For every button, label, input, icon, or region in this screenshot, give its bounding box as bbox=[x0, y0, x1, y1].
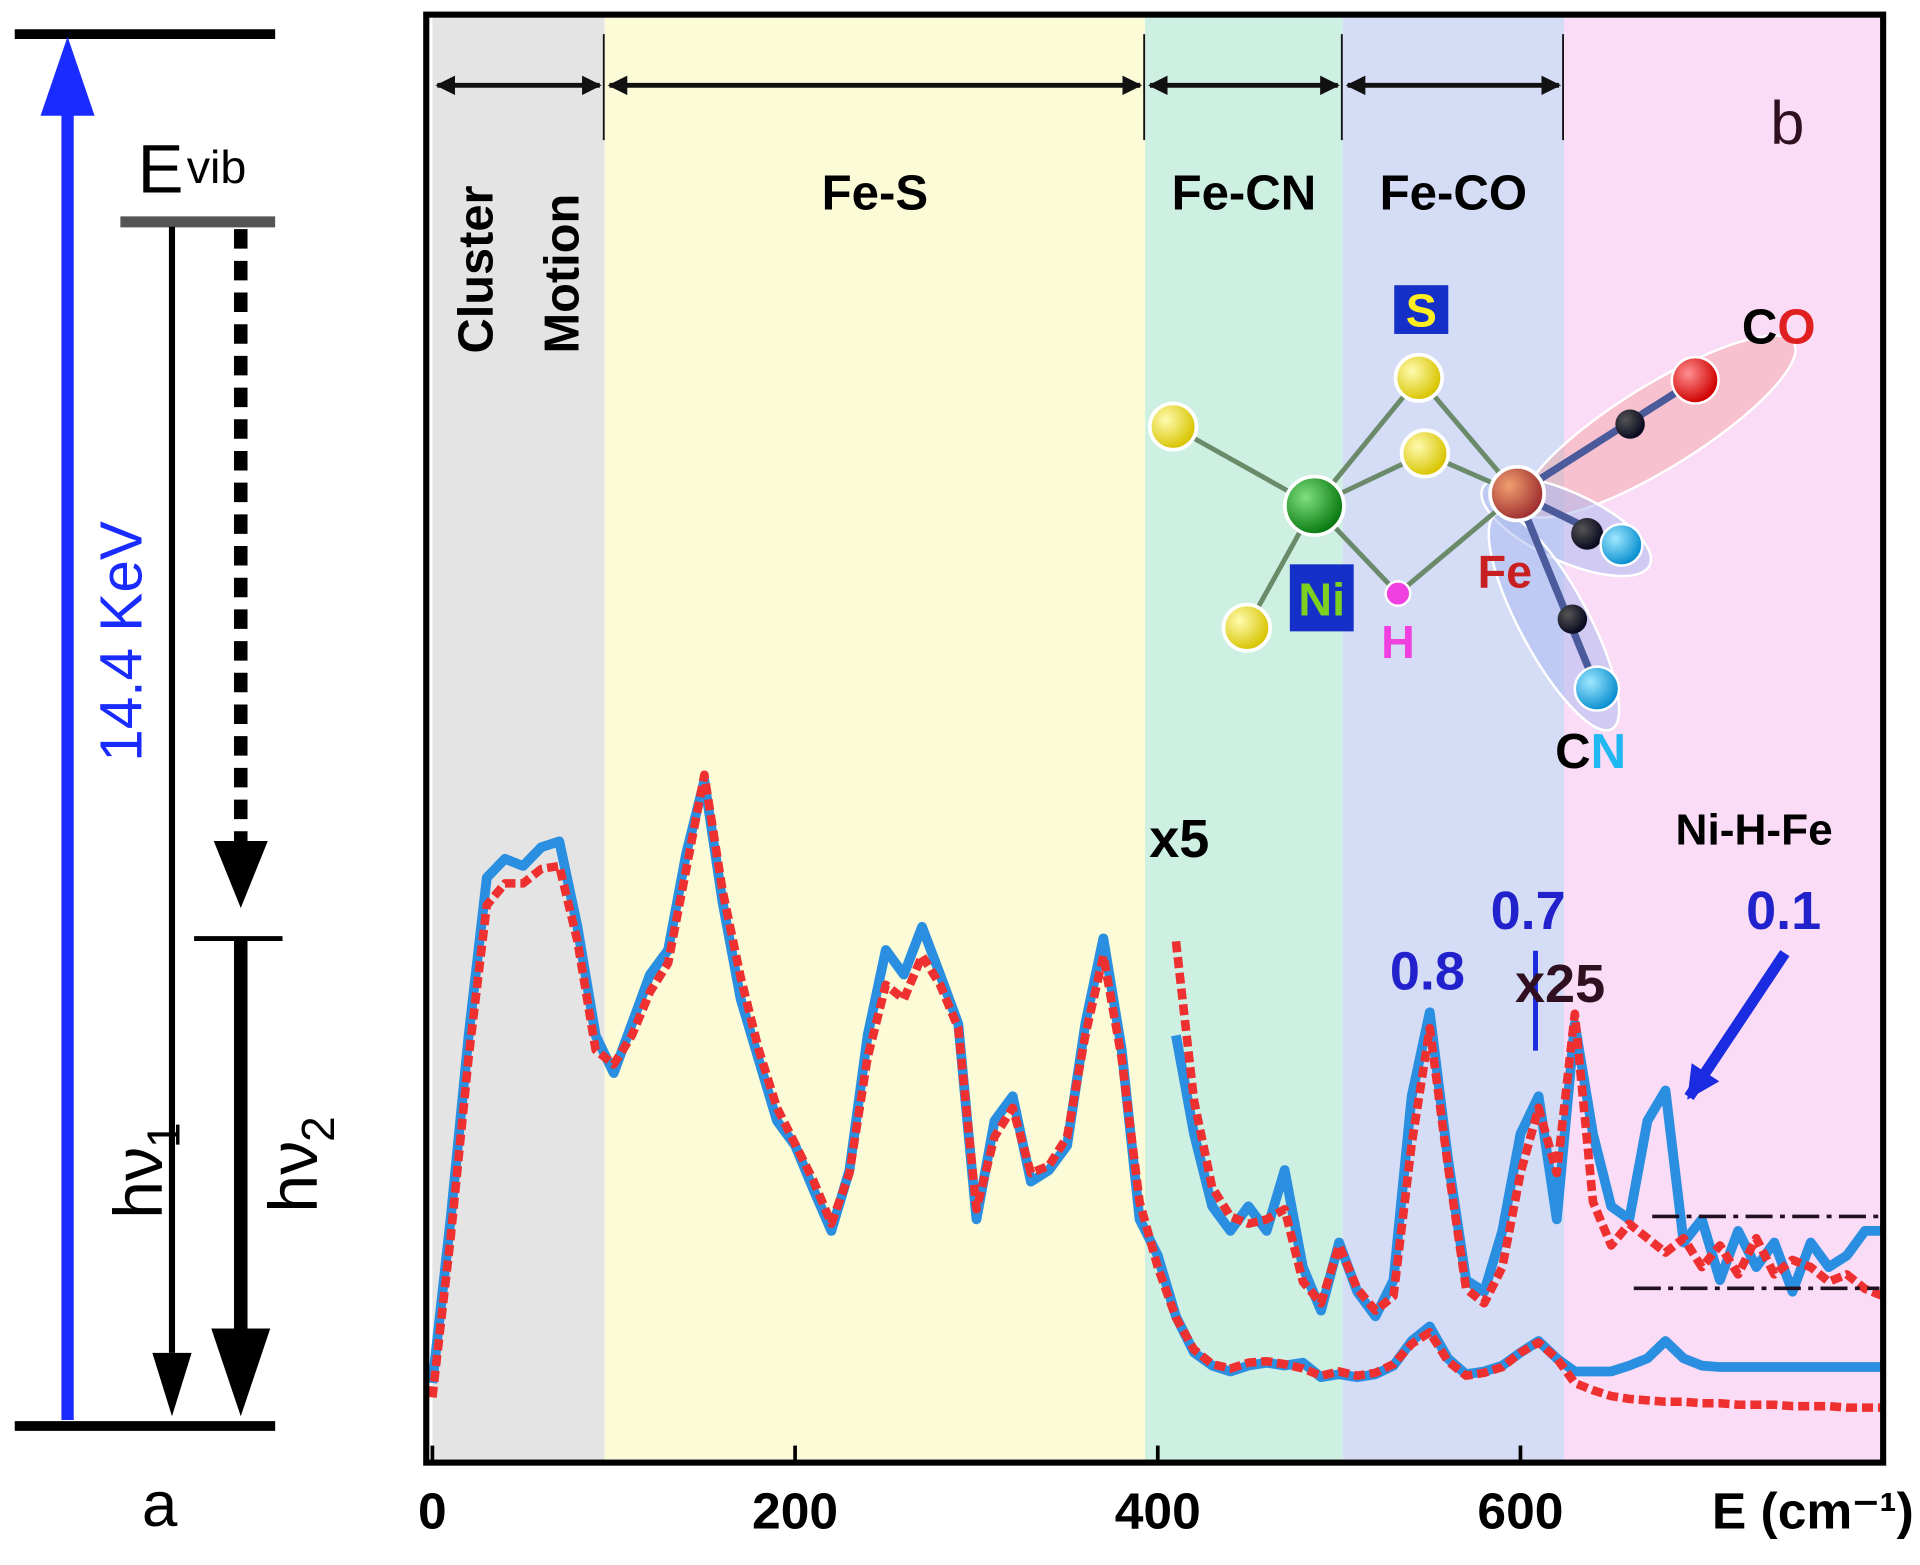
plot-frame bbox=[423, 11, 1887, 1466]
panel-label: a bbox=[142, 1469, 178, 1540]
ligand-label: CO bbox=[1742, 301, 1816, 355]
region-label: Fe-CO bbox=[1380, 167, 1527, 221]
x-tick-label: 200 bbox=[752, 1482, 838, 1540]
x-tick-label: 400 bbox=[1115, 1482, 1201, 1540]
annotations: x5 0.8 0.7 x25 0.1 Ni-H-Fe b bbox=[1149, 89, 1880, 1291]
hv2-label: hν bbox=[255, 1141, 332, 1213]
annotation: Ni-H-Fe bbox=[1676, 806, 1833, 855]
annotation: 0.1 bbox=[1746, 881, 1821, 941]
annotation: 0.7 bbox=[1491, 881, 1566, 941]
atom-label: O bbox=[1777, 301, 1815, 355]
series-line bbox=[428, 770, 1884, 1412]
region-label: Cluster bbox=[450, 186, 504, 354]
atom-label: Ni bbox=[1298, 574, 1345, 626]
atom-label: C bbox=[1555, 725, 1590, 779]
atom-label: S bbox=[1406, 285, 1437, 337]
level-label-sub: vib bbox=[187, 141, 247, 193]
annotation: 0.8 bbox=[1390, 942, 1465, 1002]
region-label: Fe-CN bbox=[1172, 167, 1317, 221]
excitation-label: 14.4 KeV bbox=[89, 521, 154, 762]
energy-diagram: E vib 14.4 KeV hν 1 hν 2 a bbox=[14, 29, 344, 1540]
region-label: Motion bbox=[536, 194, 590, 354]
hv1-sub: 1 bbox=[137, 1122, 189, 1148]
annotation: x5 bbox=[1149, 809, 1209, 869]
atom-label: N bbox=[1591, 725, 1626, 779]
series-line bbox=[1171, 940, 1885, 1315]
arrow-head bbox=[213, 841, 268, 909]
region-band bbox=[1145, 14, 1343, 1463]
panel-label: b bbox=[1770, 89, 1804, 157]
plot: 0 200 400 600 E (cm⁻¹) bbox=[418, 11, 1914, 1540]
x-tick-label: 0 bbox=[418, 1482, 447, 1540]
hv2-sub: 2 bbox=[292, 1116, 344, 1142]
arrow-head bbox=[152, 1352, 192, 1417]
annotation: x25 bbox=[1515, 954, 1605, 1014]
region-band bbox=[432, 14, 605, 1463]
level-label: E bbox=[138, 131, 184, 208]
x-tick-label: 600 bbox=[1477, 1482, 1563, 1540]
arrow-head bbox=[40, 36, 95, 116]
ligand-label: CN bbox=[1555, 725, 1626, 779]
molecule: S Ni H Fe CO CN bbox=[1147, 285, 1816, 779]
atom-label: Fe bbox=[1478, 546, 1532, 598]
region-band bbox=[1563, 14, 1884, 1463]
atom-label: H bbox=[1381, 616, 1415, 668]
atom-label: C bbox=[1742, 301, 1777, 355]
region-band bbox=[604, 14, 1146, 1463]
pointer-arrow bbox=[1684, 950, 1790, 1100]
hv1-label: hν bbox=[100, 1147, 177, 1219]
x-axis-label: E (cm⁻¹) bbox=[1712, 1482, 1914, 1540]
arrow-head bbox=[211, 1328, 271, 1417]
region-band bbox=[1342, 14, 1564, 1463]
region-label: Fe-S bbox=[822, 167, 928, 221]
